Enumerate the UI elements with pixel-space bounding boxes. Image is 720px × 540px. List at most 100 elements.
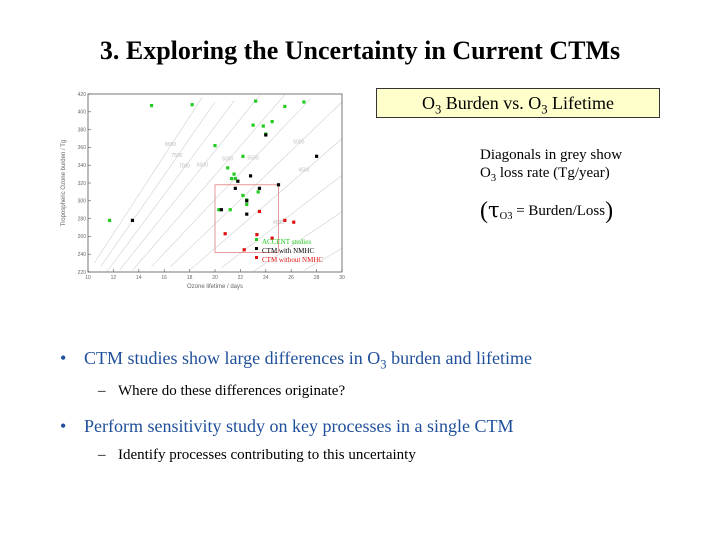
formula-body: = Burden/Loss	[512, 203, 606, 219]
diagonal-label: 6000	[222, 157, 233, 163]
bullet-subscript: 3	[380, 357, 387, 372]
y-tick-label: 300	[78, 199, 87, 205]
formula-paren: )	[605, 198, 614, 224]
x-tick-label: 30	[339, 275, 345, 281]
formula-paren: (	[480, 198, 488, 224]
data-point-ctm-with-nmhc	[219, 208, 223, 212]
diagonal-label: 5000	[293, 139, 304, 145]
x-tick-label: 14	[136, 275, 142, 281]
callout-text: Burden vs. O	[441, 93, 542, 113]
data-point-accent-studies	[256, 190, 260, 194]
diagonal-label: 7000	[179, 163, 190, 169]
legend-label-no-nmhc: CTM without NMHC	[262, 256, 323, 264]
data-point-ctm-with-nmhc	[315, 154, 319, 158]
data-point-accent-studies	[254, 99, 258, 103]
legend-swatch-nmhc	[255, 247, 258, 250]
y-tick-label: 400	[78, 110, 87, 116]
diagonal-label: 5500	[248, 155, 259, 161]
data-point-ctm-with-nmhc	[248, 174, 253, 178]
legend-swatch-accent	[255, 238, 258, 241]
note-subscript: 3	[490, 173, 497, 184]
data-point-accent-studies	[229, 176, 234, 181]
x-tick-label: 24	[263, 275, 269, 281]
diagonal-label: 8000	[165, 142, 176, 148]
y-tick-label: 340	[78, 163, 87, 169]
y-tick-label: 240	[78, 252, 87, 258]
diagonal-label: 4500	[298, 168, 309, 174]
data-point-accent-studies	[302, 100, 306, 104]
data-point-ctm-without-nmhc	[292, 220, 296, 224]
loss-rate-diagonal	[94, 97, 203, 264]
dash-icon: –	[98, 446, 106, 463]
data-point-ctm-with-nmhc	[233, 186, 237, 190]
data-point-accent-studies	[245, 202, 249, 206]
data-point-accent-studies	[107, 218, 112, 222]
sub-bullet-text: Where do these differences originate?	[118, 382, 346, 399]
chart-callout: O3 Burden vs. O3 Lifetime	[376, 88, 660, 118]
data-point-ctm-with-nmhc	[264, 133, 268, 137]
slide-title: 3. Exploring the Uncertainty in Current …	[99, 36, 621, 65]
data-point-ctm-without-nmhc	[242, 248, 246, 252]
loss-rate-diagonal	[151, 98, 311, 267]
data-point-accent-studies	[232, 172, 236, 176]
callout-subscript: 3	[434, 102, 442, 117]
x-axis-title: Ozone lifetime / days	[187, 284, 243, 290]
data-point-ctm-with-nmhc	[257, 186, 262, 190]
y-tick-label: 280	[78, 216, 87, 222]
y-tick-label: 320	[78, 181, 87, 187]
bullet-text: burden and lifetime	[386, 348, 533, 368]
loss-rate-diagonal	[106, 100, 235, 272]
loss-rate-diagonal	[170, 101, 343, 267]
uncertainty-box	[214, 184, 279, 253]
bullet-icon: •	[60, 348, 67, 368]
tau-symbol: τ	[488, 198, 500, 222]
dash-icon: –	[98, 382, 106, 399]
x-tick-label: 22	[238, 275, 244, 281]
bullet-text: CTM studies show large differences in O	[84, 348, 381, 368]
data-point-accent-studies	[226, 166, 230, 170]
data-point-accent-studies	[217, 208, 221, 212]
data-point-accent-studies	[233, 176, 237, 181]
y-tick-label: 360	[78, 145, 87, 151]
callout-subscript: 3	[541, 102, 548, 117]
callout-text: Lifetime	[547, 93, 615, 113]
note-text: O	[480, 165, 491, 181]
data-point-ctm-with-nmhc	[245, 199, 249, 203]
bullet-icon: •	[60, 415, 67, 436]
data-point-ctm-with-nmhc	[276, 183, 281, 187]
x-tick-label: 28	[314, 275, 320, 281]
diagonals-note: Diagonals in grey show O3 loss rate (Tg/…	[480, 146, 622, 188]
y-axis-title: Tropospheric Ozone burden / Tg	[61, 140, 67, 226]
data-point-accent-studies	[270, 119, 274, 124]
data-point-ctm-with-nmhc	[236, 179, 240, 183]
loss-rate-diagonal	[132, 94, 286, 271]
x-tick-label: 18	[187, 275, 193, 281]
data-point-ctm-without-nmhc	[270, 236, 274, 240]
callout-text: O	[421, 93, 435, 113]
bullet-list: • CTM studies show large differences in O…	[58, 348, 698, 480]
note-text: loss rate (Tg/year)	[496, 165, 610, 181]
x-tick-label: 10	[85, 275, 91, 281]
data-point-accent-studies	[228, 208, 232, 212]
legend-label-accent: ACCENT studies	[262, 238, 311, 246]
diagonal-label: 7500	[171, 153, 182, 159]
sub-bullet-item: – Identify processes contributing to this…	[58, 447, 698, 464]
data-point-accent-studies	[213, 144, 217, 148]
x-tick-label: 26	[288, 275, 294, 281]
data-point-accent-studies	[261, 124, 265, 128]
y-tick-label: 380	[78, 127, 87, 133]
data-point-ctm-with-nmhc	[130, 218, 135, 222]
y-tick-label: 260	[78, 234, 87, 240]
bullet-item: • CTM studies show large differences in O…	[58, 348, 698, 373]
data-point-accent-studies	[190, 103, 194, 107]
bullet-item: • Perform sensitivity study on key proces…	[58, 416, 698, 437]
x-tick-label: 12	[111, 275, 117, 281]
diagonal-label: 6500	[197, 163, 208, 169]
data-point-ctm-without-nmhc	[223, 232, 227, 236]
data-point-ctm-without-nmhc	[255, 233, 259, 237]
data-point-ctm-without-nmhc	[283, 218, 287, 222]
legend-swatch-no-nmhc	[255, 256, 258, 259]
loss-rate-diagonal	[119, 95, 260, 270]
bullet-text: Perform sensitivity study on key process…	[84, 415, 514, 436]
